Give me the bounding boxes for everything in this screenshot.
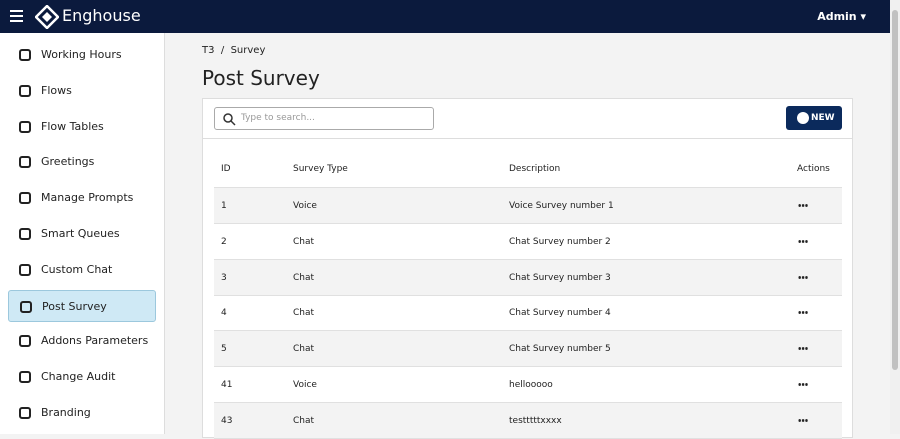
- cell: 2: [221, 236, 227, 247]
- nav-icon: [19, 49, 31, 61]
- nav-icon: [19, 156, 31, 169]
- nav-label: Greetings: [41, 155, 95, 169]
- nav-label: Flow Tables: [41, 119, 104, 133]
- button-label: NEW: [811, 113, 835, 123]
- nav-label: Custom Chat: [41, 262, 113, 276]
- table-row[interactable]: 1 Voice Voice Survey number 1: [214, 188, 842, 224]
- crumb[interactable]: T3: [202, 45, 215, 56]
- table-row[interactable]: 43 Chat testttttxxxx: [214, 402, 842, 439]
- cell: Chat: [293, 344, 315, 355]
- nav-label: Post Survey: [42, 299, 107, 313]
- column-header: ID: [221, 164, 231, 174]
- nav-item[interactable]: Flows: [8, 75, 156, 107]
- cell: 41: [221, 380, 233, 390]
- nav-icon: [19, 84, 31, 97]
- brand: Enghouse: [62, 6, 141, 25]
- user-name: Admin: [817, 10, 857, 23]
- nav-icon: [19, 407, 31, 419]
- cell: Chat: [293, 236, 315, 247]
- crumb-separator: /: [220, 45, 225, 56]
- placeholder: Type to search...: [241, 113, 315, 123]
- table-row[interactable]: 2 Chat Chat Survey number 2: [214, 224, 842, 260]
- search-input[interactable]: Type to search...: [214, 107, 434, 130]
- actions-menu[interactable]: [798, 347, 808, 351]
- scrollbar[interactable]: [890, 0, 900, 434]
- actions-menu[interactable]: [798, 383, 808, 386]
- sidebar: Working Hours Flows Flow Tables Greetings Ma…: [0, 33, 165, 434]
- nav-item[interactable]: Post Survey: [8, 289, 156, 322]
- table-row[interactable]: 3 Chat Chat Survey number 3: [214, 259, 842, 296]
- nav-icon: [19, 192, 31, 205]
- cell: hellooooo: [509, 380, 553, 390]
- scroll-thumb[interactable]: [892, 10, 898, 370]
- cell: Chat Survey number 4: [509, 308, 611, 319]
- cell: Voice Survey number 1: [509, 201, 614, 211]
- breadcrumb: T3 / Survey: [202, 45, 265, 56]
- nav-label: Working Hours: [41, 48, 122, 61]
- menu-icon[interactable]: [10, 10, 24, 22]
- table-card: Type to search... NEW ID Survey Type Descr…: [202, 98, 853, 439]
- cell: 4: [221, 308, 227, 319]
- nav-item[interactable]: Greetings: [8, 146, 156, 178]
- nav-label: Smart Queues: [41, 227, 120, 240]
- actions-menu[interactable]: [798, 311, 808, 315]
- actions-menu[interactable]: [798, 204, 808, 207]
- new-button[interactable]: NEW: [786, 106, 842, 130]
- cell: Voice: [293, 380, 317, 390]
- nav-item[interactable]: Smart Queues: [8, 218, 156, 250]
- nav-icon: [19, 371, 31, 384]
- cell: Chat: [293, 272, 315, 283]
- nav-item[interactable]: Branding: [8, 397, 156, 429]
- logo: [35, 5, 59, 29]
- nav-item[interactable]: Addons Parameters: [8, 325, 156, 357]
- table-row[interactable]: 4 Chat Chat Survey number 4: [214, 295, 842, 332]
- actions-menu[interactable]: [798, 418, 808, 422]
- cell: Chat Survey number 5: [509, 344, 611, 355]
- nav-icon: [20, 300, 32, 313]
- actions-menu[interactable]: [798, 239, 808, 243]
- nav-icon: [19, 263, 31, 276]
- nav-item[interactable]: Custom Chat: [8, 254, 156, 286]
- cell: Chat Survey number 2: [509, 236, 611, 247]
- cell: 5: [221, 344, 227, 355]
- top-bar: Enghouse Admin ▾: [0, 0, 890, 33]
- nav-label: Flows: [41, 83, 72, 97]
- page-title: Post Survey: [202, 66, 320, 90]
- nav-label: Addons Parameters: [41, 334, 149, 348]
- nav-item[interactable]: Working Hours: [8, 39, 156, 71]
- nav-item[interactable]: Manage Prompts: [8, 182, 156, 214]
- search-icon: [223, 113, 236, 126]
- nav-icon: [19, 228, 31, 240]
- cell: 43: [221, 415, 233, 426]
- actions-menu[interactable]: [798, 275, 808, 279]
- cell: Chat: [293, 308, 315, 319]
- cell: Chat: [293, 415, 315, 426]
- nav-icon: [19, 120, 31, 133]
- column-header: Survey Type: [293, 164, 348, 174]
- nav-icon: [19, 335, 31, 348]
- nav-label: Branding: [41, 406, 91, 419]
- crumb: Survey: [230, 45, 266, 56]
- cell: testttttxxxx: [509, 415, 562, 426]
- nav-item[interactable]: Flow Tables: [8, 111, 156, 143]
- nav-label: Change Audit: [41, 370, 116, 384]
- cell: Voice: [293, 201, 317, 211]
- divider: [203, 138, 852, 139]
- cell: Chat Survey number 3: [509, 272, 611, 283]
- table-row[interactable]: 41 Voice hellooooo: [214, 367, 842, 403]
- main: T3 / Survey Post Survey Type to search..…: [166, 33, 890, 439]
- cell: 3: [221, 272, 227, 283]
- cell: 1: [221, 201, 227, 211]
- column-header: Description: [509, 164, 561, 174]
- nav-item[interactable]: Change Audit: [8, 361, 156, 393]
- table-row[interactable]: 5 Chat Chat Survey number 5: [214, 331, 842, 368]
- header-row: ID Survey Type Description Actions: [214, 151, 842, 188]
- user-menu[interactable]: Admin ▾: [817, 10, 866, 23]
- nav-label: Manage Prompts: [41, 191, 134, 205]
- column-header: Actions: [797, 164, 830, 174]
